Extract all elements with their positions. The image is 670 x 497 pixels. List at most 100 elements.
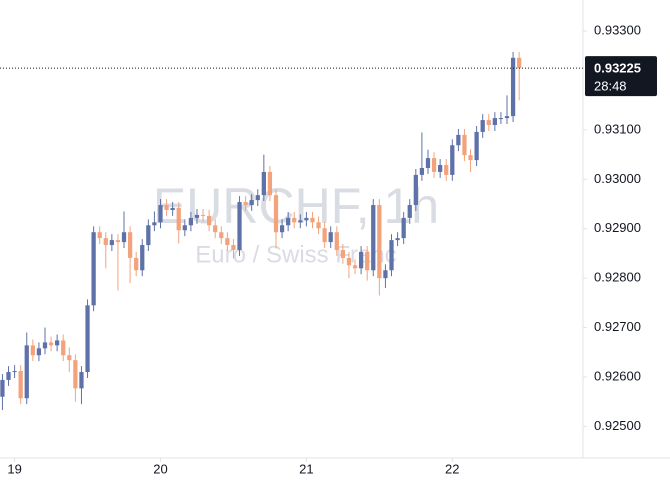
candle xyxy=(425,149,431,174)
candle xyxy=(389,234,394,277)
candle-body xyxy=(261,171,266,196)
candle xyxy=(213,219,218,239)
candle-body xyxy=(206,215,212,226)
candle xyxy=(462,128,467,162)
candle-body xyxy=(121,232,127,243)
candle xyxy=(322,222,327,249)
candle-body xyxy=(286,217,291,226)
candle-body xyxy=(48,342,54,346)
y-tick-label: 0.92500 xyxy=(594,418,641,433)
candle-body xyxy=(146,225,151,246)
candle-body xyxy=(444,165,449,175)
candle xyxy=(431,152,437,178)
candle-body xyxy=(298,220,303,223)
candle-body xyxy=(468,155,473,161)
candle xyxy=(200,208,206,222)
candle xyxy=(377,199,382,296)
candle xyxy=(310,211,315,229)
candle xyxy=(243,196,248,211)
candle-body xyxy=(340,249,345,258)
candle xyxy=(188,211,194,232)
candle xyxy=(182,219,187,237)
candle-body xyxy=(395,238,400,241)
candle-body xyxy=(194,214,200,218)
candle xyxy=(371,199,376,277)
candle-body xyxy=(243,202,248,206)
candle xyxy=(504,95,510,125)
candle xyxy=(85,299,90,378)
candle-body xyxy=(30,345,35,356)
candle xyxy=(267,166,273,202)
last-price-label: 0.93225 xyxy=(594,61,641,76)
y-tick-label: 0.92600 xyxy=(594,368,641,383)
candle-body xyxy=(237,202,242,250)
candle-body xyxy=(450,145,455,175)
candle-body xyxy=(109,240,114,246)
x-tick-label: 22 xyxy=(445,461,459,476)
candle-body xyxy=(474,131,479,161)
candle xyxy=(0,374,5,411)
candle-body xyxy=(12,371,17,373)
candle xyxy=(97,226,102,245)
candle-body xyxy=(42,342,48,349)
candle-body xyxy=(176,208,181,231)
candle xyxy=(498,112,504,125)
candle xyxy=(419,132,425,181)
candle xyxy=(91,226,96,312)
candle xyxy=(334,226,339,256)
candle-body xyxy=(140,245,145,271)
candle xyxy=(255,189,260,207)
candle xyxy=(237,196,242,256)
candle-body xyxy=(73,360,78,389)
watermark: EURCHF, 1h xyxy=(153,178,439,234)
candle-body xyxy=(456,134,461,146)
candle xyxy=(164,199,169,216)
candle xyxy=(401,211,406,245)
candle-body xyxy=(346,257,352,266)
candle-body xyxy=(231,245,236,250)
candle-body xyxy=(61,340,66,356)
candle-body xyxy=(510,57,516,117)
candle xyxy=(450,139,455,181)
candle-body xyxy=(498,118,504,120)
candle xyxy=(438,159,443,178)
candle-body xyxy=(249,200,254,206)
candle-body xyxy=(389,240,394,271)
candle xyxy=(468,149,473,172)
candle xyxy=(18,365,23,405)
candle xyxy=(134,251,139,277)
candle-body xyxy=(352,265,358,269)
candle xyxy=(6,366,11,386)
candle-body xyxy=(438,165,443,172)
candle-body xyxy=(365,251,370,271)
candle-body xyxy=(36,348,42,356)
candle-body xyxy=(486,120,491,125)
candle-body xyxy=(164,205,169,210)
candle xyxy=(340,244,345,264)
candle-body xyxy=(401,217,406,239)
candle-body xyxy=(158,205,163,223)
candle-body xyxy=(383,270,388,279)
candle-body xyxy=(425,158,431,168)
candle xyxy=(79,366,84,405)
candle-body xyxy=(310,217,315,223)
candle xyxy=(36,342,42,362)
candle-body xyxy=(67,355,72,361)
candle-body xyxy=(103,238,108,246)
y-tick-label: 0.93000 xyxy=(594,171,641,186)
candle-body xyxy=(407,205,412,218)
candle-body xyxy=(504,116,510,119)
candle xyxy=(444,159,449,181)
candle-body xyxy=(492,118,497,125)
candle-body xyxy=(377,205,382,279)
candle-body xyxy=(0,379,5,397)
candle xyxy=(42,327,48,355)
candle xyxy=(316,216,321,235)
candle-body xyxy=(273,195,279,233)
candle xyxy=(61,334,66,362)
candle-body xyxy=(225,238,230,246)
candle xyxy=(231,239,236,259)
candle xyxy=(486,114,491,131)
candle-body xyxy=(188,217,194,226)
